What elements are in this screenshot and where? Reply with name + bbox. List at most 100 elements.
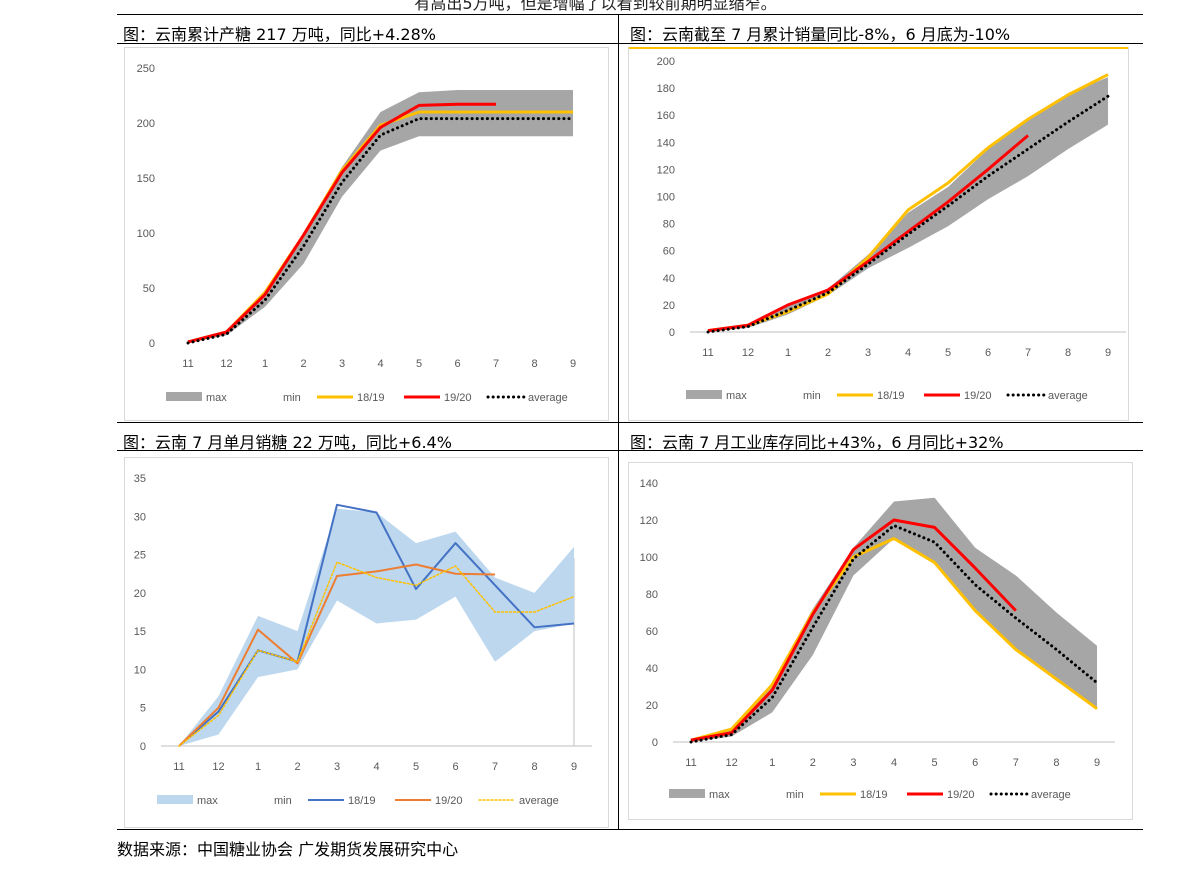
legend-label-average: average <box>519 795 559 807</box>
x-tick-label: 9 <box>1105 347 1111 359</box>
chart-cumulative-sales: 0 20 40 60 80 100 120 140 160 180 200 11 12 1 2 3 4 5 6 7 8 9… <box>628 47 1129 421</box>
legend-label-1819: 18/19 <box>877 390 905 402</box>
legend-label-1819: 18/19 <box>860 789 888 801</box>
y-tick-label: 5 <box>140 703 146 715</box>
x-tick-label: 4 <box>373 761 379 773</box>
y-tick-label: 140 <box>657 137 675 149</box>
legend-label-1819: 18/19 <box>357 392 385 404</box>
legend-label-max: max <box>709 789 730 801</box>
y-tick-label: 20 <box>663 300 675 312</box>
series-line-average <box>178 561 575 747</box>
y-tick-label: 120 <box>640 515 658 527</box>
legend-label-average: average <box>528 392 568 404</box>
x-tick-label: 5 <box>932 757 938 769</box>
series-line-1920 <box>178 563 496 747</box>
x-tick-label: 4 <box>891 757 897 769</box>
x-tick-label: 5 <box>416 358 422 370</box>
x-tick-label: 6 <box>985 347 991 359</box>
x-tick-label: 7 <box>493 358 499 370</box>
band-max-min <box>179 508 574 746</box>
x-tick-label: 6 <box>454 358 460 370</box>
x-tick-label: 8 <box>1065 347 1071 359</box>
legend-label-1920: 19/20 <box>444 392 472 404</box>
y-tick-label: 100 <box>657 192 675 204</box>
chart-industrial-inventory: 0 20 40 60 80 100 120 140 11 12 1 2 3 4 5 6 7 8 9 max min 18/… <box>628 462 1133 820</box>
y-tick-label: 10 <box>134 664 146 676</box>
x-tick-label: 12 <box>212 761 224 773</box>
x-tick-label: 7 <box>1013 757 1019 769</box>
legend-label-max: max <box>726 390 747 402</box>
x-tick-label: 3 <box>339 358 345 370</box>
x-tick-label: 4 <box>905 347 911 359</box>
x-tick-label: 11 <box>685 757 696 769</box>
legend-label-1920: 19/20 <box>964 390 992 402</box>
legend-label-max: max <box>206 392 227 404</box>
y-tick-label: 15 <box>134 626 146 638</box>
x-tick-label: 2 <box>300 358 306 370</box>
band-max-min <box>708 77 1108 332</box>
caption-chart-3: 图：云南 7 月单月销糖 22 万吨，同比+6.4% <box>123 433 452 452</box>
x-tick-label: 1 <box>769 757 775 769</box>
y-tick-label: 60 <box>663 246 675 258</box>
chart-monthly-sales: 0 5 10 15 20 25 30 35 11 12 1 2 3 4 5 6 7 8 9 max min 18/19 19… <box>124 457 609 828</box>
y-tick-label: 40 <box>646 663 658 675</box>
y-tick-label: 100 <box>137 228 155 240</box>
legend-label-1819: 18/19 <box>348 795 376 807</box>
chart-sugar-production: 0 50 100 150 200 250 11 12 1 2 3 4 5 6 7 8 9 max min 18/19 1… <box>124 47 609 421</box>
x-tick-label: 1 <box>785 347 791 359</box>
y-tick-label: 140 <box>640 478 658 490</box>
x-tick-label: 6 <box>452 761 458 773</box>
legend-label-1920: 19/20 <box>947 789 975 801</box>
grid-line-bottom <box>117 829 1143 830</box>
x-tick-label: 8 <box>1053 757 1059 769</box>
y-tick-label: 100 <box>640 552 658 564</box>
grid-line-center <box>618 14 619 830</box>
x-tick-label: 1 <box>255 761 261 773</box>
y-tick-label: 80 <box>646 589 658 601</box>
x-tick-label: 8 <box>531 358 537 370</box>
y-tick-label: 120 <box>657 164 675 176</box>
x-tick-label: 1 <box>262 358 268 370</box>
y-tick-label: 0 <box>669 327 675 339</box>
legend-swatch-max <box>157 795 193 804</box>
y-tick-label: 60 <box>646 626 658 638</box>
series-line-1819 <box>707 73 1109 333</box>
caption-chart-4: 图：云南 7 月工业库存同比+43%，6 月同比+32% <box>630 433 1004 452</box>
caption-chart-2: 图：云南截至 7 月累计销量同比-8%，6 月底为-10% <box>630 25 1011 44</box>
legend-label-average: average <box>1048 390 1088 402</box>
legend-label-min: min <box>803 390 821 402</box>
x-tick-label: 7 <box>1025 347 1031 359</box>
y-tick-label: 25 <box>134 550 146 562</box>
x-tick-label: 5 <box>945 347 951 359</box>
x-tick-label: 7 <box>492 761 498 773</box>
y-tick-label: 200 <box>657 56 675 68</box>
x-tick-label: 12 <box>725 757 737 769</box>
grid-line-top <box>117 14 1143 15</box>
y-tick-label: 150 <box>137 173 155 185</box>
x-tick-label: 5 <box>413 761 419 773</box>
x-tick-label: 12 <box>742 347 754 359</box>
y-tick-label: 80 <box>663 219 675 231</box>
legend-label-max: max <box>197 795 218 807</box>
x-tick-label: 6 <box>972 757 978 769</box>
x-tick-label: 8 <box>531 761 537 773</box>
y-tick-label: 40 <box>663 273 675 285</box>
x-tick-label: 3 <box>334 761 340 773</box>
series-line-average <box>689 524 1099 744</box>
x-tick-label: 9 <box>570 358 576 370</box>
x-tick-label: 12 <box>220 358 232 370</box>
legend-label-min: min <box>786 789 804 801</box>
legend-swatch-max <box>166 392 202 401</box>
series-line-1920 <box>707 134 1029 333</box>
x-tick-label: 3 <box>865 347 871 359</box>
x-tick-label: 9 <box>1094 757 1100 769</box>
x-tick-label: 11 <box>173 761 184 773</box>
y-tick-label: 0 <box>140 741 146 753</box>
x-tick-label: 9 <box>571 761 577 773</box>
y-tick-label: 35 <box>134 473 146 485</box>
y-tick-label: 180 <box>657 83 675 95</box>
legend-swatch-max <box>686 390 722 399</box>
